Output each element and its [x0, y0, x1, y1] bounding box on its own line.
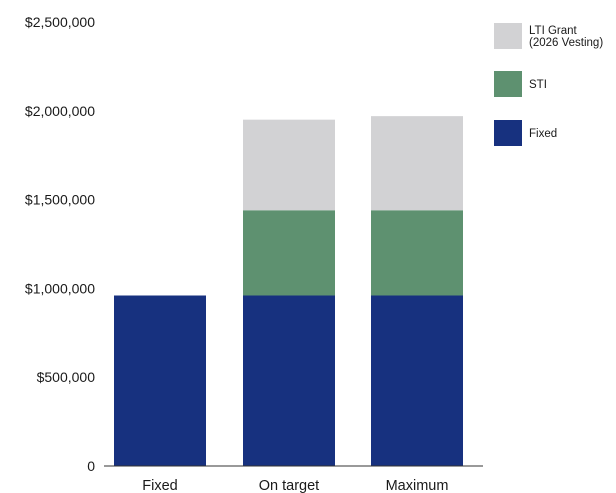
- y-axis: 0 $500,000 $1,000,000 $1,500,000 $2,000,000 $…: [25, 14, 95, 474]
- x-axis: Fixed On target Maximum: [104, 465, 483, 493]
- bar-fixed-on-target: [243, 295, 335, 466]
- bar-fixed-maximum: [371, 295, 463, 466]
- bar-sti-maximum: [371, 210, 463, 296]
- legend-label: (2026 Vesting): [529, 37, 603, 49]
- x-tick-label: Maximum: [386, 478, 449, 493]
- bar-lti-grant-2026-vesting-on-target: [243, 119, 335, 211]
- x-tick-label: On target: [259, 478, 319, 493]
- legend-swatch-lti-grant-2026-vesting: [494, 23, 522, 49]
- legend-swatch-fixed: [494, 120, 522, 146]
- legend: LTI Grant(2026 Vesting) STI Fixed: [494, 23, 603, 146]
- bar-sti-on-target: [243, 210, 335, 296]
- bar-lti-grant-2026-vesting-maximum: [371, 116, 463, 211]
- legend-label: Fixed: [529, 128, 557, 140]
- bars: [114, 116, 463, 466]
- legend-label: STI: [529, 79, 547, 91]
- y-tick-label: $2,000,000: [25, 103, 95, 119]
- y-tick-label: $2,500,000: [25, 14, 95, 30]
- bar-fixed-fixed: [114, 295, 206, 466]
- x-tick-label: Fixed: [142, 478, 177, 493]
- y-tick-label: $1,500,000: [25, 192, 95, 208]
- y-tick-label: $1,000,000: [25, 280, 95, 296]
- legend-swatch-sti: [494, 71, 522, 97]
- legend-label: LTI Grant: [529, 25, 578, 37]
- y-tick-label: 0: [87, 458, 95, 474]
- y-tick-label: $500,000: [37, 369, 96, 385]
